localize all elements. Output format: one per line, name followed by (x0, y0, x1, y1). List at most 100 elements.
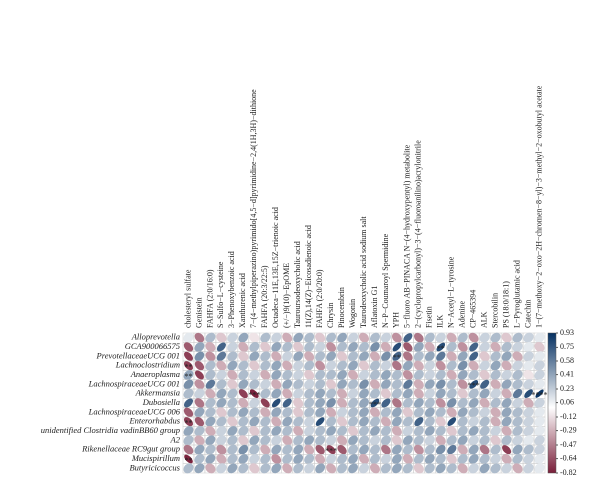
correlation-ellipse (326, 416, 337, 427)
correlation-ellipse (534, 407, 545, 418)
significance: ** (437, 344, 445, 353)
correlation-ellipse (282, 463, 293, 474)
correlation-ellipse (534, 351, 545, 362)
colorbar-label: -0.47 (560, 440, 577, 449)
correlation-ellipse (337, 332, 347, 343)
correlation-ellipse (380, 342, 391, 352)
correlation-ellipse (468, 435, 479, 446)
correlation-ellipse (337, 435, 348, 446)
correlation-ellipse (457, 398, 468, 408)
row-label: A2 (170, 434, 181, 444)
correlation-ellipse (205, 463, 216, 474)
correlation-ellipse (501, 463, 512, 474)
correlation-ellipse (315, 426, 326, 436)
correlation-ellipse (380, 407, 391, 418)
correlation-ellipse (205, 454, 216, 464)
colorbar-label: -0.29 (560, 425, 577, 434)
correlation-ellipse (249, 332, 260, 343)
colorbar-label: 0.41 (560, 369, 574, 378)
correlation-ellipse (380, 463, 391, 474)
correlation-ellipse (413, 360, 424, 371)
correlation-ellipse (468, 444, 479, 455)
column-label: FAHFA (20:3/22:5) (260, 265, 269, 328)
correlation-ellipse (337, 370, 347, 380)
correlation-ellipse (271, 370, 282, 380)
correlation-ellipse (238, 463, 249, 474)
correlation-ellipse (446, 398, 457, 408)
column-label: YPH (392, 312, 401, 328)
correlation-ellipse (337, 342, 348, 352)
correlation-ellipse (304, 398, 315, 408)
correlation-ellipse (512, 351, 523, 362)
correlation-ellipse (381, 351, 391, 362)
correlation-ellipse (479, 398, 490, 408)
correlation-ellipse (381, 370, 391, 380)
correlation-ellipse (293, 351, 304, 362)
correlation-ellipse (369, 435, 381, 446)
correlation-ellipse (369, 351, 380, 362)
correlation-ellipse (282, 332, 293, 343)
correlation-ellipse (358, 463, 370, 474)
correlation-ellipse (205, 435, 216, 446)
correlation-ellipse (457, 332, 468, 343)
column-label: Tauroursodeoxycholic acid (293, 241, 302, 328)
correlation-ellipse (260, 332, 271, 343)
correlation-ellipse (469, 351, 479, 361)
correlation-ellipse (435, 454, 446, 464)
correlation-ellipse (457, 351, 468, 362)
correlation-ellipse (304, 416, 315, 427)
correlation-ellipse (402, 463, 413, 474)
correlation-ellipse (523, 407, 534, 418)
correlation-ellipse (205, 370, 216, 380)
correlation-ellipse (205, 388, 216, 399)
colorbar-label: -0.64 (560, 453, 577, 462)
correlation-ellipse (413, 454, 424, 464)
correlation-ellipse (347, 388, 359, 399)
correlation-ellipse (391, 379, 402, 390)
correlation-ellipse (260, 426, 271, 436)
correlation-ellipse (501, 388, 512, 399)
significance: ** (184, 372, 192, 381)
correlation-ellipse (457, 426, 468, 436)
correlation-ellipse (183, 417, 194, 427)
correlation-ellipse (183, 332, 194, 343)
correlation-ellipse (183, 426, 194, 436)
correlation-ellipse (534, 425, 545, 437)
correlation-ellipse (337, 398, 348, 408)
correlation-ellipse (205, 351, 216, 362)
column-label: Pinocembrin (337, 287, 346, 328)
correlation-ellipse (391, 407, 402, 418)
row-label: Enterorhabdus (128, 416, 180, 426)
correlation-ellipse (238, 426, 249, 436)
correlation-ellipse (512, 435, 523, 446)
correlation-ellipse (315, 398, 326, 408)
correlation-ellipse (216, 463, 227, 474)
colorbar-label: -0.12 (560, 412, 577, 421)
correlation-ellipse (380, 332, 391, 343)
column-label: Stercobilin (490, 293, 499, 328)
correlation-ellipse (370, 342, 380, 352)
correlation-ellipse (524, 389, 533, 399)
correlation-ellipse (424, 407, 435, 418)
correlation-ellipse (501, 416, 512, 427)
column-label: FAHFA (2:0/20:0) (315, 269, 324, 328)
correlation-ellipse (249, 444, 260, 455)
correlation-ellipse (183, 398, 194, 408)
correlation-ellipse (260, 341, 271, 353)
column-label: N−Acetyl−L−tyrosine (447, 256, 456, 328)
correlation-ellipse (348, 407, 359, 418)
correlation-ellipse (380, 453, 391, 465)
correlation-ellipse (293, 407, 304, 418)
correlation-ellipse (490, 332, 501, 343)
correlation-ellipse (534, 397, 545, 409)
correlation-ellipse (490, 379, 501, 390)
correlation-ellipse (293, 444, 304, 455)
correlation-ellipse (326, 370, 337, 380)
correlation-ellipse (435, 426, 446, 436)
correlation-ellipse (216, 435, 227, 446)
column-label: Fisetin (425, 306, 434, 328)
correlation-ellipse (392, 351, 402, 361)
row-label: unidentified Clostridia vadinBB60 group (41, 425, 180, 435)
correlation-ellipse (479, 388, 490, 399)
correlation-ellipse (271, 426, 282, 436)
